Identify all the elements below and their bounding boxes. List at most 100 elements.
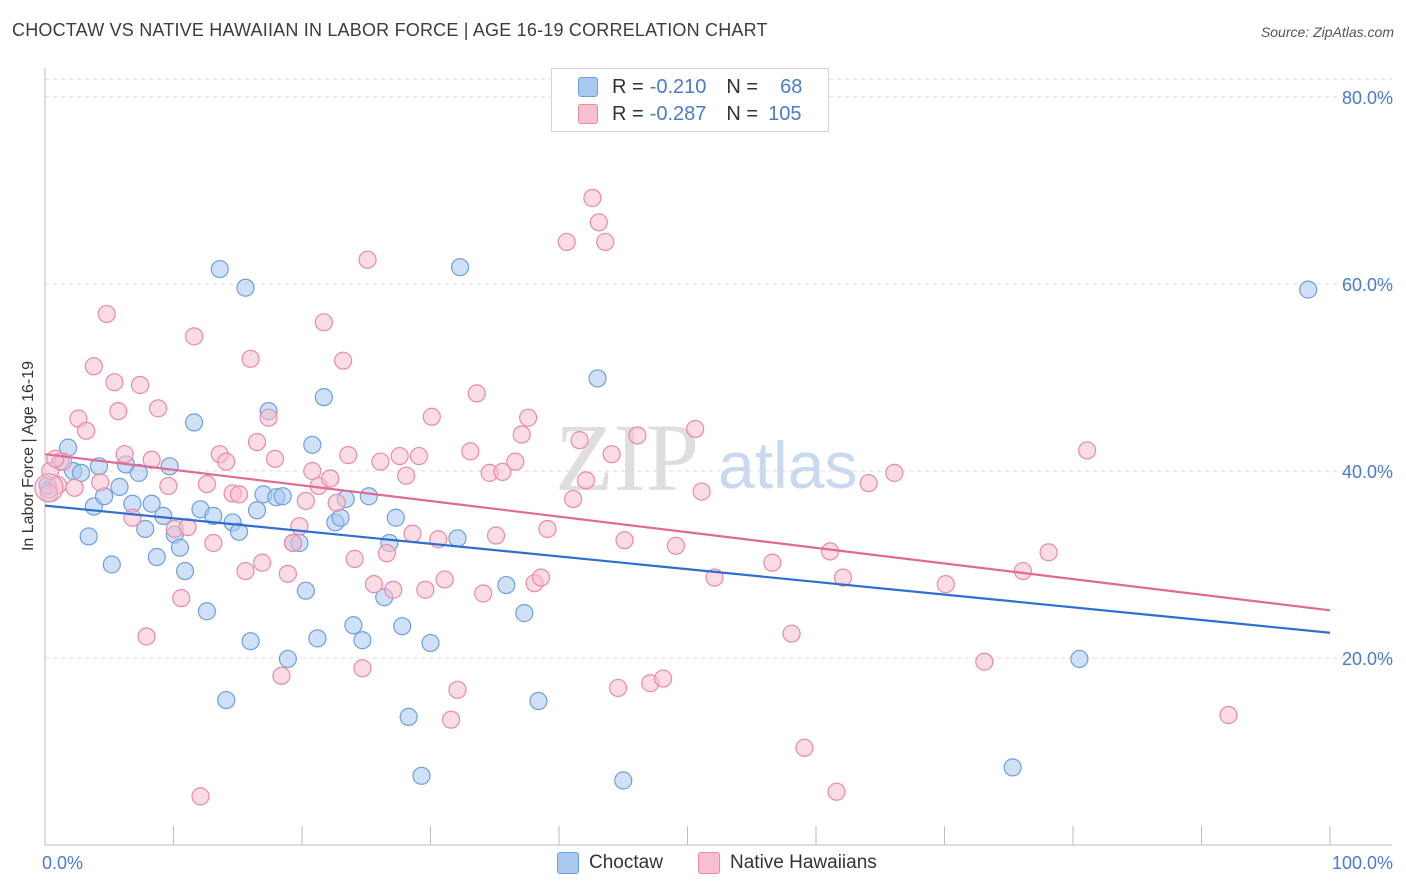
choctaw-point: [184, 413, 204, 432]
native-hawaiian-point: [353, 659, 372, 678]
legend-r-label: R =: [612, 102, 644, 125]
native-hawaiian-point: [172, 589, 191, 608]
legend-n-label: N =: [726, 75, 759, 98]
native-hawaiian-point: [334, 351, 353, 370]
native-hawaiian-point: [506, 452, 525, 471]
choctaw-point: [147, 547, 166, 567]
choctaw-point: [614, 771, 633, 790]
source-label: Source: ZipAtlas.com: [1260, 24, 1394, 40]
native-hawaiian-point: [364, 575, 384, 594]
choctaw-point: [314, 388, 333, 407]
native-hawaiian-point: [159, 476, 178, 496]
native-hawaiian-point: [1219, 705, 1238, 725]
native-hawaiian-point: [833, 568, 853, 587]
native-hawaiian-point: [396, 466, 416, 485]
legend-n-value: 68: [780, 75, 803, 98]
native-hawaiian-point: [321, 469, 340, 488]
native-hawaiian-point: [65, 478, 84, 497]
native-hawaiian-point: [314, 313, 333, 332]
bottom-legend-label-native-hawaiians: Native Hawaiians: [730, 852, 877, 873]
choctaw-point: [129, 463, 148, 482]
native-hawaiian-point: [148, 399, 168, 418]
series-native-hawaiians: [34, 188, 1238, 806]
bottom-legend-swatch-choctaw: [557, 852, 579, 874]
native-hawaiian-point: [885, 463, 904, 482]
native-hawaiian-point: [105, 373, 124, 392]
native-hawaiian-point: [461, 442, 480, 461]
native-hawaiian-point: [493, 462, 512, 482]
y-axis-label: In Labor Force | Age 16-19: [20, 361, 37, 551]
native-hawaiian-point: [474, 584, 493, 603]
trend-lines: [44, 453, 1331, 634]
axes: [44, 68, 1392, 846]
choctaw-point: [529, 691, 548, 711]
native-hawaiian-point: [303, 461, 322, 481]
native-hawaiian-point: [602, 445, 621, 464]
native-hawaiian-point: [259, 408, 278, 427]
trend-line-choctaw: [44, 504, 1331, 634]
choctaw-point: [247, 501, 267, 520]
native-hawaiian-point: [435, 570, 454, 589]
legend-r-label: R =: [612, 75, 644, 98]
native-hawaiian-point: [197, 474, 217, 494]
native-hawaiian-point: [1078, 441, 1097, 460]
choctaw-point: [353, 631, 372, 650]
native-hawaiian-point: [628, 426, 647, 445]
correlation-legend: R = -0.210 N = 68 R = -0.287 N = 105: [551, 68, 829, 132]
native-hawaiian-point: [570, 431, 589, 450]
watermark: ZIP atlas: [555, 404, 857, 511]
native-hawaiian-point: [441, 710, 461, 729]
native-hawaiian-point: [936, 575, 955, 594]
native-hawaiian-point: [583, 188, 602, 208]
native-hawaiian-point: [486, 526, 506, 545]
chart-title: CHOCTAW VS NATIVE HAWAIIAN IN LABOR FORC…: [12, 20, 768, 40]
native-hawaiian-point: [576, 471, 596, 490]
choctaw-point: [450, 258, 470, 277]
tick-labels: 20.0% 40.0% 60.0% 80.0% 0.0% 100.0%: [42, 88, 1393, 873]
native-hawaiian-point: [416, 580, 435, 599]
native-hawaiian-point: [859, 474, 878, 493]
legend-row-native-hawaiians: R = -0.287 N = 105: [578, 102, 801, 126]
native-hawaiian-point: [253, 553, 272, 572]
native-hawaiian-point: [557, 232, 576, 252]
choctaw-point: [102, 555, 121, 574]
y-tick-label: 20.0%: [1342, 649, 1393, 669]
native-hawaiian-point: [229, 485, 249, 504]
choctaw-point: [1070, 649, 1089, 669]
native-hawaiian-point: [763, 553, 782, 572]
native-hawaiian-point: [236, 561, 255, 581]
choctaw-point: [421, 633, 440, 653]
native-hawaiian-point: [115, 445, 134, 464]
native-hawaiian-point: [609, 678, 628, 698]
native-hawaiian-point: [247, 432, 267, 452]
native-hawaiian-point: [283, 533, 303, 553]
native-hawaiian-point: [692, 482, 711, 501]
native-hawaiian-point: [130, 375, 150, 395]
native-hawaiian-point: [84, 357, 103, 376]
native-hawaiian-point: [384, 580, 403, 599]
native-hawaiian-point: [204, 533, 223, 553]
choctaw-point: [217, 690, 236, 710]
choctaw-point: [79, 527, 98, 546]
choctaw-point: [273, 487, 292, 506]
choctaw-point: [399, 707, 418, 727]
legend-n-label: N =: [726, 102, 759, 125]
choctaw-point: [241, 632, 260, 651]
native-hawaiian-point: [422, 407, 441, 426]
choctaw-point: [497, 575, 516, 595]
choctaw-point: [344, 616, 363, 635]
choctaw-point: [110, 477, 129, 496]
choctaw-point: [296, 581, 315, 600]
native-hawaiian-point: [184, 327, 204, 346]
native-hawaiian-point: [1013, 561, 1032, 581]
native-hawaiian-point: [1039, 543, 1058, 562]
native-hawaiian-point: [589, 213, 608, 232]
native-hawaiian-point: [46, 449, 65, 468]
native-hawaiian-point: [34, 473, 64, 503]
x-tick-label: 100.0%: [1332, 853, 1393, 873]
choctaw-point: [229, 522, 249, 541]
native-hawaiian-point: [615, 531, 634, 550]
watermark-atlas: atlas: [718, 428, 857, 502]
native-hawaiian-point: [327, 493, 346, 512]
